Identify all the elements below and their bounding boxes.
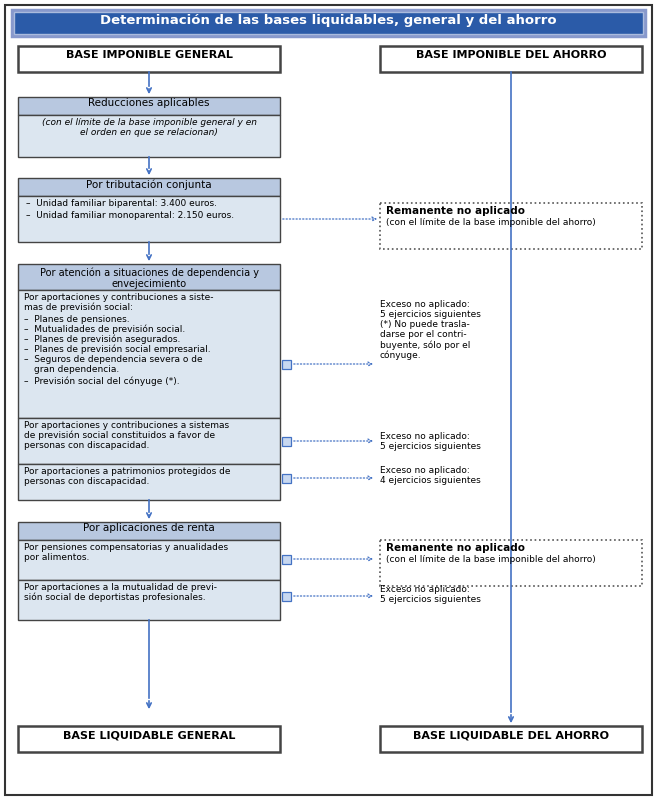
Text: –  Unidad familiar monoparental: 2.150 euros.: – Unidad familiar monoparental: 2.150 eu… [26, 211, 234, 220]
Bar [18, 418, 280, 464]
Bar [14, 12, 643, 34]
Bar [282, 437, 291, 446]
Text: por alimentos.: por alimentos. [24, 553, 89, 562]
Text: envejecimiento: envejecimiento [112, 279, 187, 289]
Text: de previsión social constituidos a favor de: de previsión social constituidos a favor… [24, 431, 215, 441]
Text: –  Seguros de dependencia severa o de: – Seguros de dependencia severa o de [24, 355, 202, 364]
Text: –  Planes de pensiones.: – Planes de pensiones. [24, 315, 129, 324]
Text: darse por el contri-: darse por el contri- [380, 330, 466, 339]
Text: personas con discapacidad.: personas con discapacidad. [24, 441, 149, 450]
Text: Remanente no aplicado: Remanente no aplicado [386, 206, 525, 216]
Text: Por pensiones compensatorias y anualidades: Por pensiones compensatorias y anualidad… [24, 543, 228, 552]
Text: Por aportaciones a la mutualidad de previ-: Por aportaciones a la mutualidad de prev… [24, 583, 217, 592]
Text: mas de previsión social:: mas de previsión social: [24, 303, 133, 313]
Bar [282, 592, 291, 601]
Bar [282, 360, 291, 369]
Text: BASE LIQUIDABLE GENERAL: BASE LIQUIDABLE GENERAL [63, 730, 235, 740]
Text: Reducciones aplicables: Reducciones aplicables [88, 98, 210, 108]
Bar [18, 290, 280, 418]
Text: Por aportaciones y contribuciones a sistemas: Por aportaciones y contribuciones a sist… [24, 421, 229, 430]
Bar [12, 10, 645, 36]
Text: BASE LIQUIDABLE DEL AHORRO: BASE LIQUIDABLE DEL AHORRO [413, 730, 609, 740]
Text: buyente, sólo por el: buyente, sólo por el [380, 340, 470, 350]
Bar [282, 555, 291, 564]
Text: Remanente no aplicado: Remanente no aplicado [386, 543, 525, 553]
Text: Por aplicaciones de renta: Por aplicaciones de renta [83, 523, 215, 533]
Bar [18, 46, 280, 72]
Text: Exceso no aplicado:: Exceso no aplicado: [380, 432, 470, 441]
Text: gran dependencia.: gran dependencia. [34, 365, 120, 374]
Bar [380, 203, 642, 249]
Text: (con el límite de la base imponible del ahorro): (con el límite de la base imponible del … [386, 555, 596, 564]
Text: –  Planes de previsión asegurados.: – Planes de previsión asegurados. [24, 335, 181, 345]
Text: (con el límite de la base imponible general y en: (con el límite de la base imponible gene… [41, 118, 256, 127]
Bar [18, 464, 280, 500]
Text: –  Previsión social del cónyuge (*).: – Previsión social del cónyuge (*). [24, 376, 179, 386]
Text: 5 ejercicios siguientes: 5 ejercicios siguientes [380, 442, 481, 451]
Text: cónyuge.: cónyuge. [380, 350, 422, 359]
Text: Exceso no aplicado:: Exceso no aplicado: [380, 466, 470, 475]
Text: el orden en que se relacionan): el orden en que se relacionan) [80, 128, 218, 137]
Bar [18, 522, 280, 540]
Text: 4 ejercicios siguientes: 4 ejercicios siguientes [380, 476, 481, 485]
Text: (*) No puede trasla-: (*) No puede trasla- [380, 320, 470, 329]
Bar [18, 178, 280, 196]
Text: Exceso no aplicado:: Exceso no aplicado: [380, 585, 470, 594]
Bar [18, 196, 280, 242]
Bar [18, 540, 280, 580]
Text: Por aportaciones a patrimonios protegidos de: Por aportaciones a patrimonios protegido… [24, 467, 231, 476]
Bar [380, 46, 642, 72]
Text: Exceso no aplicado:: Exceso no aplicado: [380, 300, 470, 309]
Text: –  Planes de previsión social empresarial.: – Planes de previsión social empresarial… [24, 345, 211, 354]
Bar [18, 726, 280, 752]
Text: personas con discapacidad.: personas con discapacidad. [24, 477, 149, 486]
Text: (con el límite de la base imponible del ahorro): (con el límite de la base imponible del … [386, 218, 596, 227]
Bar [18, 264, 280, 290]
Bar [18, 115, 280, 157]
Bar [282, 474, 291, 483]
Text: sión social de deportistas profesionales.: sión social de deportistas profesionales… [24, 593, 206, 602]
Text: 5 ejercicios siguientes: 5 ejercicios siguientes [380, 595, 481, 604]
Text: Por tributación conjunta: Por tributación conjunta [86, 179, 212, 190]
Text: Por aportaciones y contribuciones a siste-: Por aportaciones y contribuciones a sist… [24, 293, 214, 302]
Bar [18, 97, 280, 115]
Bar [380, 726, 642, 752]
Bar [18, 580, 280, 620]
Text: 5 ejercicios siguientes: 5 ejercicios siguientes [380, 310, 481, 319]
Text: BASE IMPONIBLE DEL AHORRO: BASE IMPONIBLE DEL AHORRO [416, 50, 606, 60]
Text: –  Mutualidades de previsión social.: – Mutualidades de previsión social. [24, 325, 185, 334]
Bar [380, 540, 642, 586]
Text: BASE IMPONIBLE GENERAL: BASE IMPONIBLE GENERAL [66, 50, 233, 60]
Text: Determinación de las bases liquidables, general y del ahorro: Determinación de las bases liquidables, … [100, 14, 557, 27]
Text: Por atención a situaciones de dependencia y: Por atención a situaciones de dependenci… [39, 268, 258, 278]
Text: –  Unidad familiar biparental: 3.400 euros.: – Unidad familiar biparental: 3.400 euro… [26, 199, 217, 208]
